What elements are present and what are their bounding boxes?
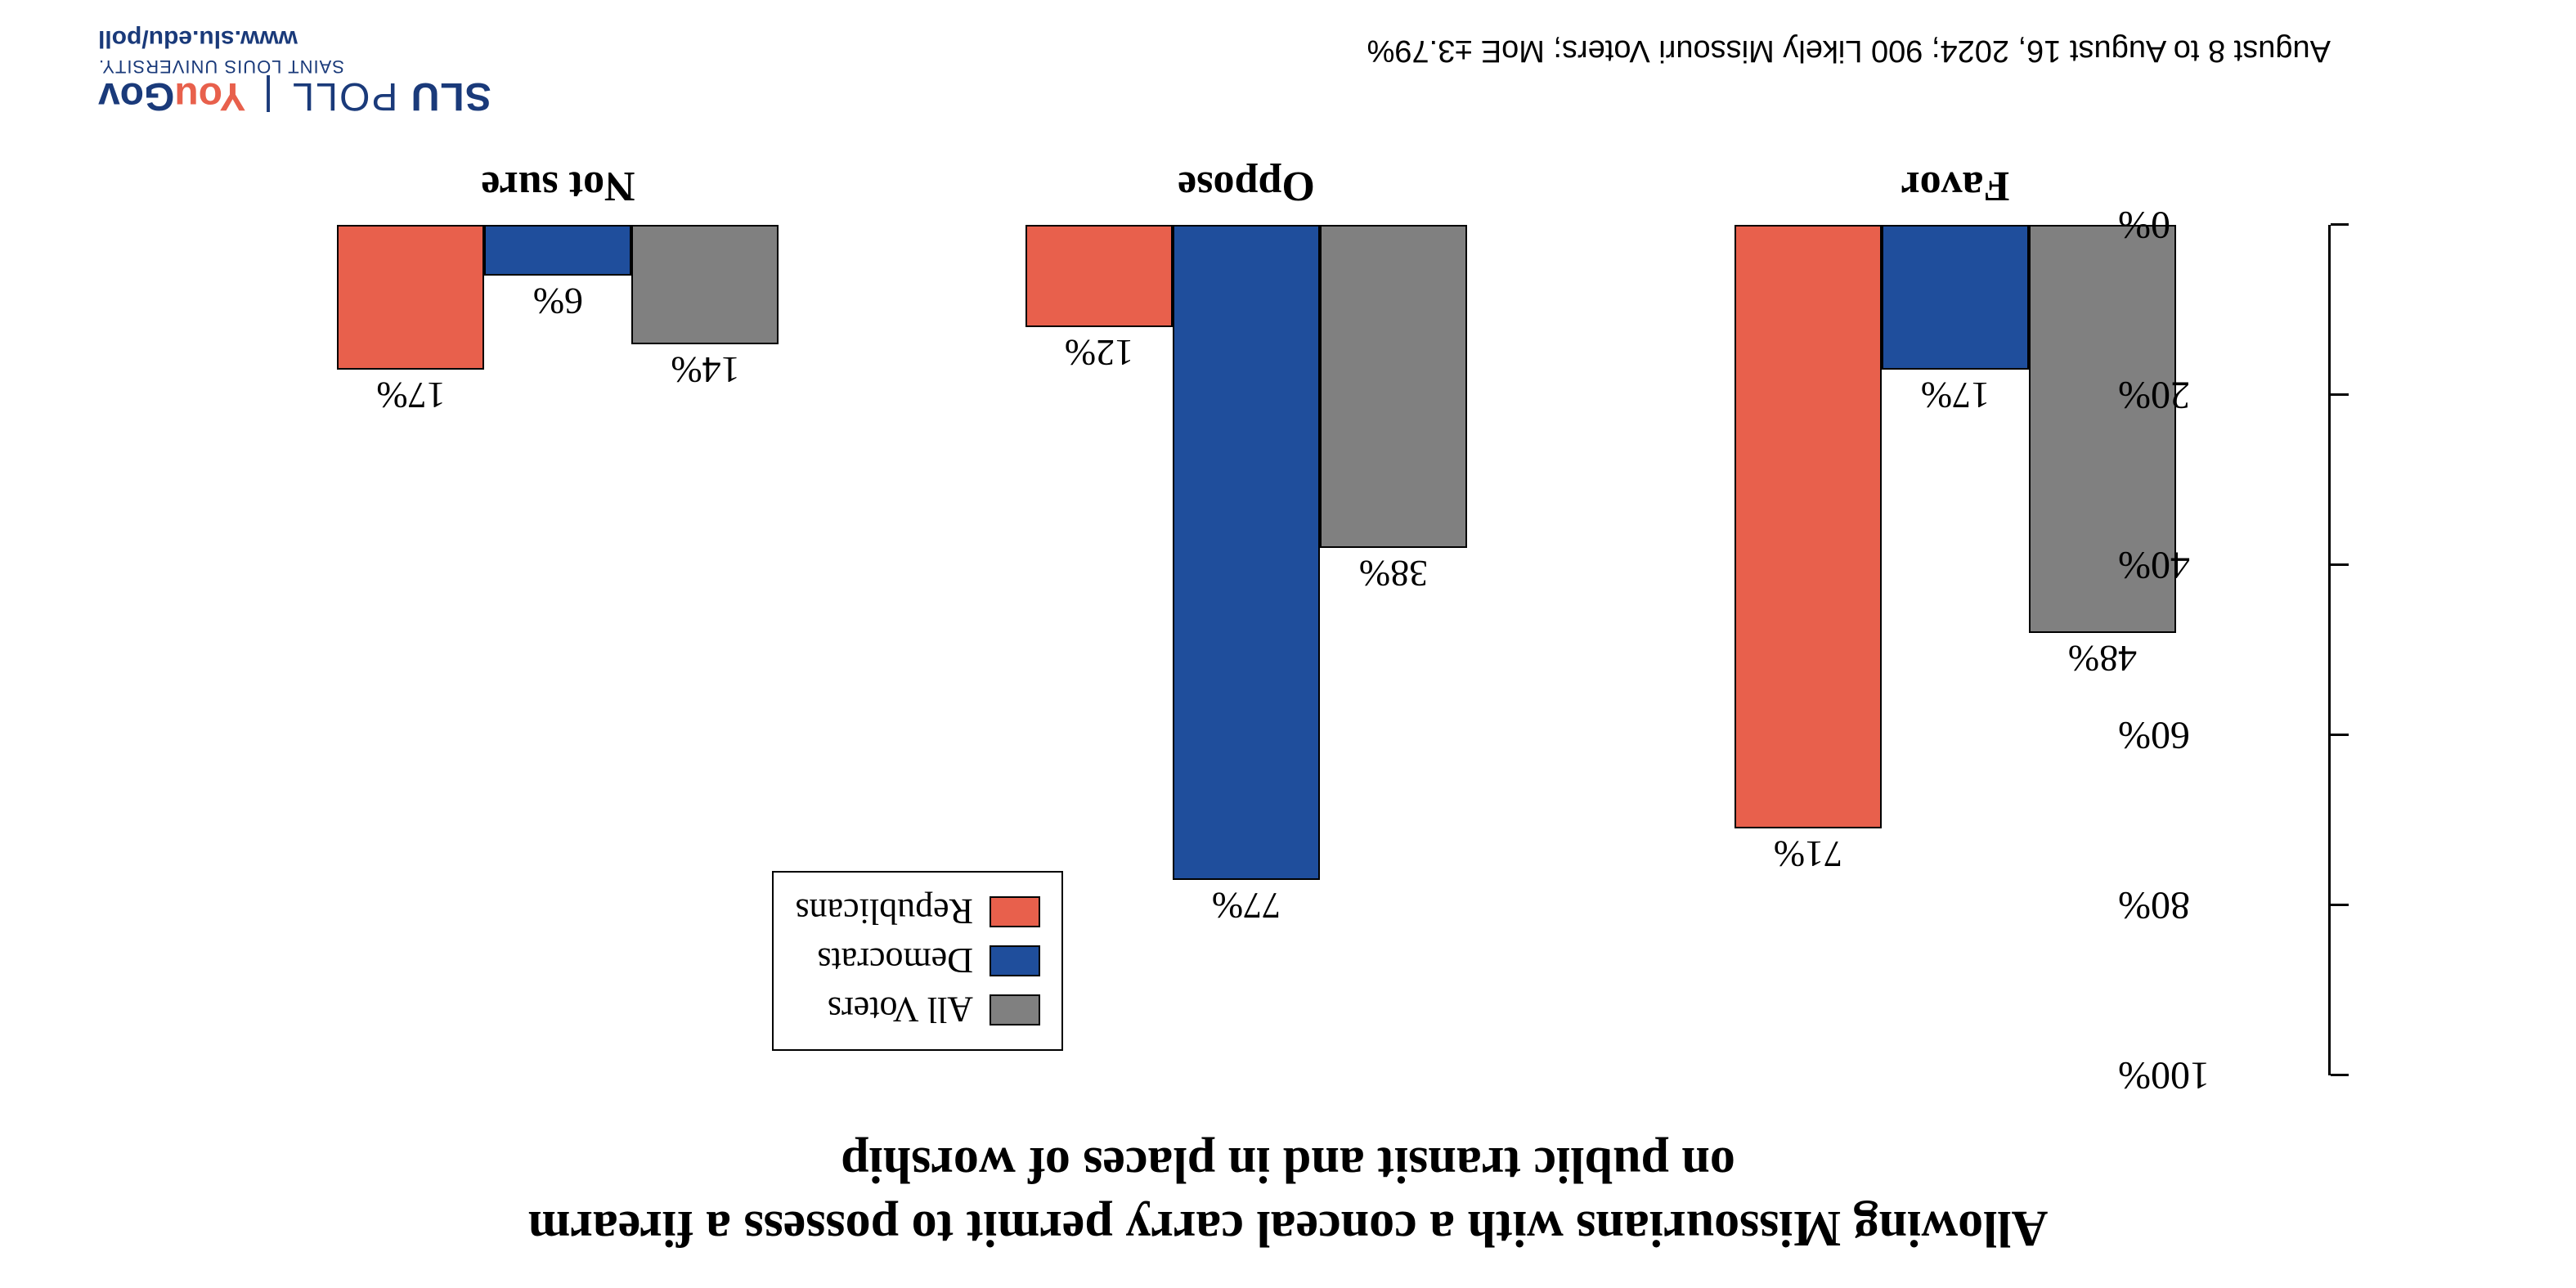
legend-item: Republicans bbox=[795, 887, 1040, 936]
bar bbox=[1320, 225, 1467, 548]
legend-label: Republicans bbox=[795, 891, 973, 933]
legend: All Voters Democrats Republicans bbox=[772, 871, 1063, 1051]
category-label: Oppose bbox=[1083, 162, 1410, 210]
bar-value-label: 38% bbox=[1328, 552, 1459, 595]
y-axis bbox=[2328, 225, 2331, 1075]
legend-swatch bbox=[990, 945, 1040, 976]
legend-item: Democrats bbox=[795, 936, 1040, 985]
category-label: Not sure bbox=[395, 162, 722, 210]
chart-title: Allowing Missourians with a conceal carr… bbox=[0, 1133, 2576, 1259]
brand-url: www.slu.edu/poll bbox=[98, 25, 491, 52]
bar-value-label: 12% bbox=[1034, 331, 1165, 375]
category-label: Favor bbox=[1792, 162, 2119, 210]
brand-line-1: SLU POLL | YouGov bbox=[98, 74, 491, 119]
bar bbox=[632, 225, 779, 344]
legend-swatch bbox=[990, 896, 1040, 927]
brand-you: You bbox=[174, 74, 245, 118]
bar bbox=[1735, 225, 1882, 828]
y-tick bbox=[2331, 904, 2349, 906]
bar-value-label: 17% bbox=[346, 374, 477, 417]
y-tick-label: 0% bbox=[2118, 203, 2314, 248]
footer-branding: SLU POLL | YouGov SAINT LOUIS UNIVERSITY… bbox=[98, 25, 491, 119]
bar-value-label: 48% bbox=[2037, 637, 2168, 680]
brand-slu: SLU bbox=[411, 74, 491, 118]
y-tick-label: 40% bbox=[2118, 543, 2314, 588]
bar bbox=[338, 225, 485, 370]
bar bbox=[1173, 225, 1320, 880]
y-tick-label: 80% bbox=[2118, 883, 2314, 928]
y-tick bbox=[2331, 1074, 2349, 1076]
y-tick bbox=[2331, 393, 2349, 396]
brand-poll: POLL bbox=[291, 74, 411, 118]
y-tick-label: 60% bbox=[2118, 713, 2314, 758]
y-tick bbox=[2331, 223, 2349, 226]
title-line-2: on public transit and in places of worsh… bbox=[841, 1138, 1735, 1193]
bar-value-label: 71% bbox=[1743, 832, 1874, 876]
bar-value-label: 6% bbox=[493, 280, 624, 323]
brand-pipe: | bbox=[263, 74, 273, 118]
y-tick bbox=[2331, 563, 2349, 566]
bar-value-label: 14% bbox=[640, 348, 771, 392]
bar bbox=[1882, 225, 2029, 370]
bar bbox=[1025, 225, 1173, 327]
legend-swatch bbox=[990, 994, 1040, 1025]
chart-container: Allowing Missourians with a conceal carr… bbox=[0, 0, 2576, 1288]
bar-value-label: 17% bbox=[1890, 374, 2021, 417]
plot-area: 48%17%71%Favor38%77%12%Oppose14%6%17%Not… bbox=[245, 225, 2331, 1075]
bar-value-label: 77% bbox=[1181, 884, 1312, 927]
footer-methodology: August 8 to August 16, 2024; 900 Likely … bbox=[1367, 33, 2331, 68]
legend-label: All Voters bbox=[828, 990, 973, 1031]
y-tick-label: 20% bbox=[2118, 373, 2314, 418]
bar bbox=[485, 225, 632, 276]
brand-gov: Gov bbox=[98, 74, 174, 118]
title-line-1: Allowing Missourians with a conceal carr… bbox=[528, 1200, 2049, 1256]
legend-label: Democrats bbox=[817, 940, 973, 982]
legend-item: All Voters bbox=[795, 985, 1040, 1034]
y-tick-label: 100% bbox=[2118, 1053, 2314, 1098]
y-tick bbox=[2331, 734, 2349, 736]
